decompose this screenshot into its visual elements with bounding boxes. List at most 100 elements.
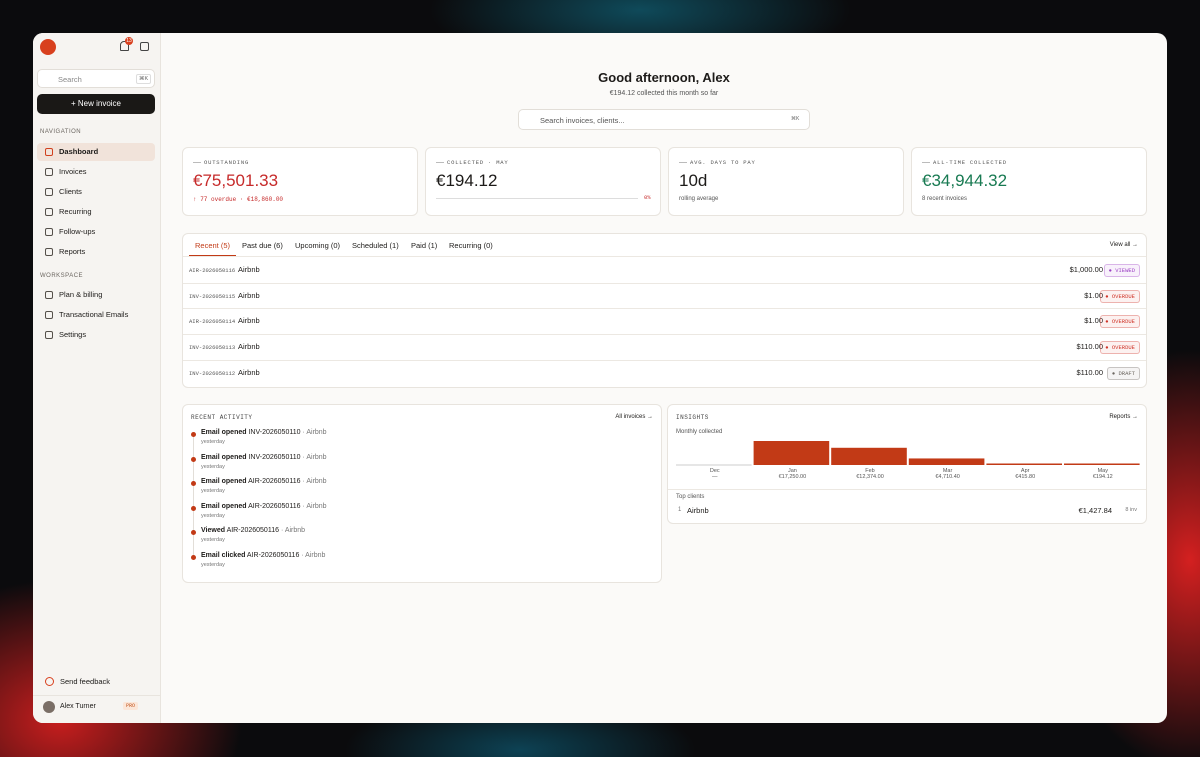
- tab[interactable]: Paid (1): [411, 241, 438, 250]
- stat-note: rolling average: [679, 196, 719, 202]
- new-invoice-button[interactable]: + New invoice: [37, 94, 155, 114]
- nav-icon: [45, 168, 53, 176]
- activity-line: Email clicked AIR-2026050116 · Airbnb: [201, 552, 325, 559]
- month-label: Feb: [865, 468, 874, 474]
- activity-client: · Airbnb: [302, 502, 327, 510]
- nav-item[interactable]: Invoices: [59, 167, 87, 176]
- collapse-icon[interactable]: [140, 42, 149, 51]
- all-invoices-link[interactable]: All invoices →: [615, 414, 653, 420]
- activity-line: Email opened AIR-2026050116 · Airbnb: [201, 478, 327, 485]
- value-label: €12,374.00: [856, 474, 884, 480]
- nav-item[interactable]: Dashboard: [59, 147, 99, 156]
- feedback-icon: [45, 677, 54, 686]
- invoice-number[interactable]: AIR-2026050116: [189, 267, 236, 274]
- client-name: Airbnb: [238, 290, 260, 300]
- invoice-number[interactable]: INV-2026050113: [189, 344, 236, 352]
- stat-value: €34,944.32: [922, 171, 1008, 190]
- timeline-line: [193, 433, 194, 555]
- timeline-dot: [191, 481, 196, 486]
- bar: [986, 463, 1062, 465]
- panel-title: RECENT ACTIVITY: [191, 414, 253, 421]
- activity-client: · Airbnb: [301, 551, 326, 559]
- button-label: New invoice: [77, 99, 122, 108]
- tab[interactable]: Scheduled (1): [352, 241, 399, 250]
- activity-invoice: AIR-2026050116: [246, 551, 300, 559]
- activity-invoice: AIR-2026050116: [248, 478, 301, 485]
- label-dash: [679, 162, 687, 163]
- section-heading: WORKSPACE: [40, 273, 84, 279]
- tab[interactable]: Recurring (0): [449, 241, 493, 250]
- stat-card: AVG. DAYS TO PAY 10d rolling average: [668, 147, 904, 216]
- client-name: Airbnb: [238, 265, 260, 274]
- feedback-link[interactable]: Send feedback: [60, 677, 111, 686]
- status-badge: ● VIEWED: [1103, 264, 1140, 277]
- activity-invoice: INV-2026050110: [248, 429, 301, 436]
- timeline-dot: [191, 554, 196, 560]
- activity-event: Viewed: [201, 527, 225, 534]
- client-count: 8 inv: [1125, 507, 1137, 513]
- nav-icon: [45, 331, 53, 339]
- activity-line: Email opened AIR-2026050116 · Airbnb: [201, 503, 327, 510]
- chart-title: Monthly collected: [676, 429, 723, 435]
- search-box[interactable]: Search ⌘K: [37, 69, 155, 88]
- bar: [831, 447, 907, 465]
- section-heading: NAVIGATION: [40, 129, 82, 135]
- invoice-number[interactable]: INV-2026050112: [189, 369, 236, 377]
- month-label: Apr: [1021, 468, 1030, 474]
- panel-title: INSIGHTS: [676, 414, 709, 421]
- stat-value: 10d: [679, 171, 708, 190]
- client-amount: €1,427.84: [1078, 506, 1112, 515]
- activity-time: yesterday: [201, 463, 225, 470]
- tab[interactable]: Past due (6): [242, 241, 283, 250]
- nav-item[interactable]: Recurring: [59, 207, 92, 216]
- activity-line: Email opened INV-2026050110 · Airbnb: [201, 429, 327, 436]
- main-search[interactable]: Search invoices, clients... ⌘K: [518, 109, 810, 130]
- activity-invoice: INV-2026050110: [248, 453, 301, 461]
- nav-item[interactable]: Follow-ups: [59, 227, 96, 236]
- reports-link[interactable]: Reports →: [1109, 414, 1138, 420]
- invoices-panel: View all → Recent (5) Past due (6) Upcomin…: [182, 233, 1147, 388]
- status-badge: ● OVERDUE: [1100, 289, 1140, 303]
- stat-label: AVG. DAYS TO PAY: [690, 159, 756, 166]
- bar: [753, 441, 830, 465]
- nav-item[interactable]: Plan & billing: [59, 290, 103, 299]
- stat-value: €194.12: [436, 171, 498, 190]
- activity-invoice: AIR-2026050116: [248, 502, 301, 510]
- nav-icon: [45, 248, 53, 256]
- bell-icon[interactable]: [120, 41, 129, 51]
- divider: [33, 695, 161, 696]
- activity-event: Email opened: [201, 453, 247, 461]
- search-placeholder: Search: [58, 75, 82, 84]
- logo[interactable]: [40, 39, 56, 55]
- nav-item[interactable]: Reports: [59, 247, 86, 256]
- timeline-dot: [191, 432, 196, 437]
- tab[interactable]: Recent (5): [195, 241, 231, 250]
- activity-time: yesterday: [201, 512, 225, 519]
- activity-time: yesterday: [201, 561, 225, 568]
- user-name[interactable]: Alex Turner: [60, 703, 96, 710]
- monthly-chart: Dec— Jan€17,250.00 Feb€12,374.00 Mar€4,710.…: [676, 441, 1140, 480]
- notification-badge: 13: [125, 37, 133, 45]
- invoice-number[interactable]: INV-2026050115: [189, 292, 236, 300]
- stat-value: €75,501.33: [193, 171, 279, 190]
- label-dash: [922, 162, 930, 163]
- greeting: Good afternoon, Alex: [598, 70, 730, 85]
- status-badge: ● DRAFT: [1106, 366, 1140, 380]
- nav-item[interactable]: Transactional Emails: [59, 310, 129, 319]
- client-name: Airbnb: [238, 367, 260, 377]
- nav-item[interactable]: Settings: [59, 330, 87, 339]
- tab[interactable]: Upcoming (0): [295, 241, 341, 250]
- bar: [908, 458, 985, 465]
- app-window: 13 Search ⌘K + New invoice NAVIGATION WO…: [33, 33, 1167, 723]
- timeline-dot: [191, 505, 196, 511]
- invoice-number[interactable]: AIR-2026050114: [189, 318, 236, 326]
- row-divider: [183, 359, 1146, 361]
- month-label: Mar: [943, 468, 953, 474]
- client-name: Airbnb: [238, 342, 260, 352]
- progress-track: [436, 198, 638, 199]
- stat-label: ALL-TIME COLLECTED: [933, 159, 1007, 166]
- amount: $1,000.00: [1069, 265, 1103, 274]
- view-all-link[interactable]: View all →: [1109, 242, 1138, 248]
- nav-item[interactable]: Clients: [59, 187, 82, 196]
